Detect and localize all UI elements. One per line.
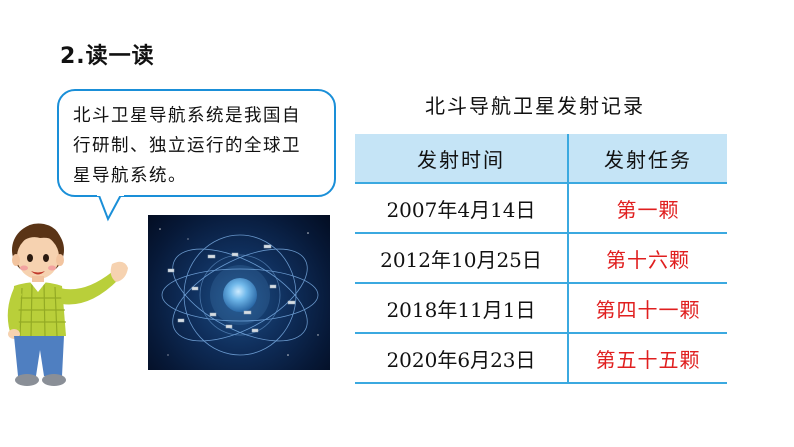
row-date: 2020年6月23日 [355,333,569,384]
row-task: 第四十一颗 [568,283,727,334]
table-title: 北斗导航卫星发射记录 [425,94,645,118]
row-date: 2007年4月14日 [355,183,569,234]
table-row: 2018年11月1日 第四十一颗 [355,283,727,334]
speech-bubble: 北斗卫星导航系统是我国自 行研制、独立运行的全球卫 星导航系统。 [57,89,336,197]
section-heading: 2.读一读 [60,44,155,69]
satellite-constellation-image [148,215,330,370]
row-task: 第五十五颗 [568,333,727,384]
speech-bubble-tail [97,193,124,222]
boy-illustration [7,223,128,386]
row-task: 第一颗 [568,183,727,234]
launch-records-table: 发射时间 发射任务 2007年4月14日 第一颗 2012年10月25日 第十六… [355,134,727,384]
table-row: 2007年4月14日 第一颗 [355,183,727,234]
table-header-row: 发射时间 发射任务 [355,134,727,184]
row-task: 第十六颗 [568,233,727,284]
bubble-line-1: 北斗卫星导航系统是我国自 [73,106,301,126]
header-launch-time: 发射时间 [355,134,569,184]
bubble-line-3: 星导航系统。 [73,166,187,186]
table-row: 2020年6月23日 第五十五颗 [355,333,727,384]
row-date: 2018年11月1日 [355,283,569,334]
bubble-line-2: 行研制、独立运行的全球卫 [73,136,301,156]
row-date: 2012年10月25日 [355,233,569,284]
header-launch-task: 发射任务 [568,134,727,184]
table-row: 2012年10月25日 第十六颗 [355,233,727,284]
